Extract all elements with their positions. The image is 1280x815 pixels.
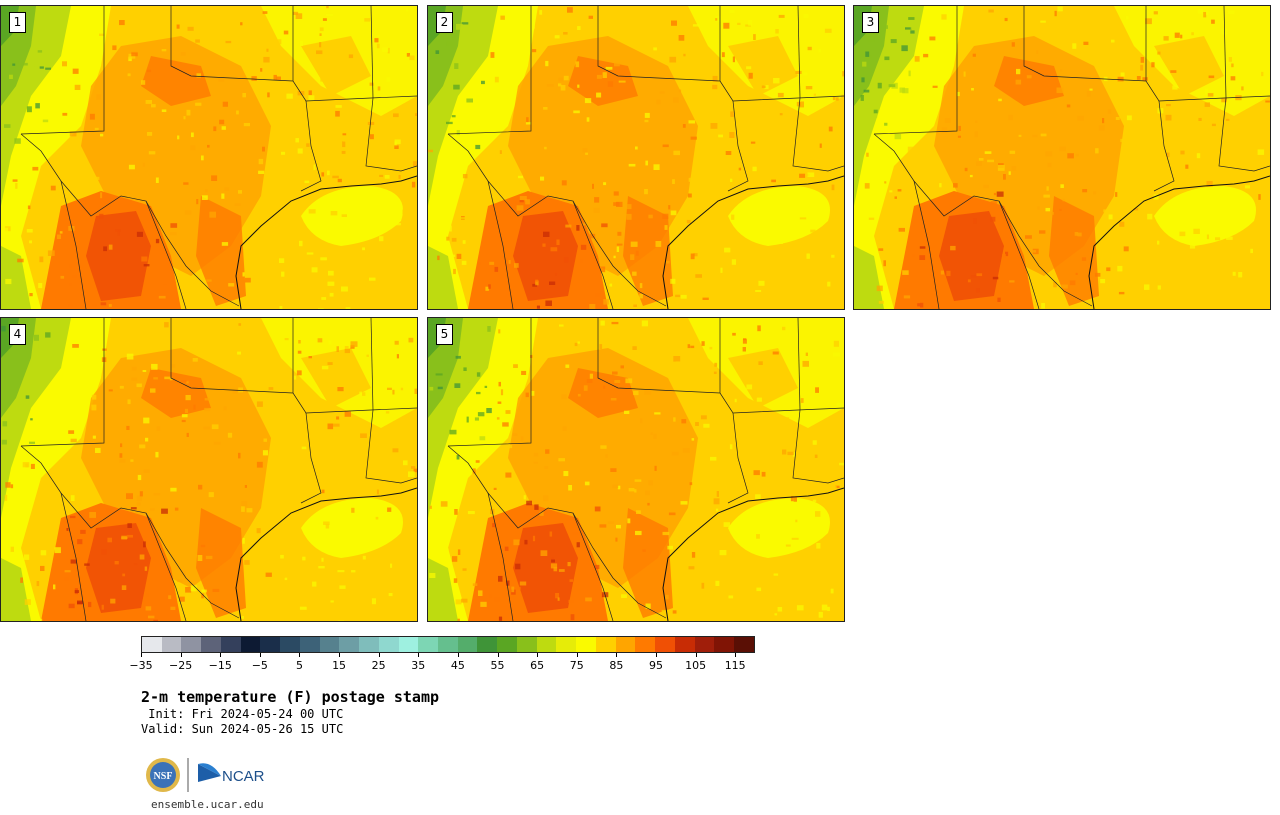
colorbar-swatch [615, 637, 636, 652]
colorbar-tick-label: −5 [251, 659, 268, 672]
init-time: Init: Fri 2024-05-24 00 UTC [141, 707, 344, 721]
colorbar-swatch [240, 637, 261, 652]
site-url: ensemble.ucar.edu [151, 798, 264, 811]
colorbar-tick-label: 45 [450, 659, 465, 672]
colorbar-swatch [339, 637, 360, 652]
colorbar-tick [299, 653, 301, 657]
colorbar-tick [616, 653, 618, 657]
member-panel-3: 3 [853, 5, 1271, 310]
colorbar-tick-label: 115 [724, 659, 746, 672]
colorbar-tick [259, 653, 261, 657]
colorbar-tick [220, 653, 222, 657]
colorbar-swatch [260, 637, 281, 652]
colorbar-swatch [438, 637, 458, 652]
colorbar-tick [141, 653, 142, 657]
colorbar-swatch [220, 637, 241, 652]
colorbar [141, 636, 755, 653]
colorbar-tick-label: 15 [332, 659, 347, 672]
member-panel-5: 5 [427, 317, 845, 622]
member-panel-1: 1 [0, 5, 418, 310]
colorbar-tick-label: −35 [129, 659, 153, 672]
logos: NSF NCAR [145, 756, 275, 794]
colorbar-tick-label: 95 [648, 659, 663, 672]
colorbar-tick-label: 5 [295, 659, 303, 672]
colorbar-swatch [556, 637, 577, 652]
colorbar-swatch [418, 637, 439, 652]
nsf-logo-text: NSF [154, 771, 173, 782]
colorbar-swatch [655, 637, 675, 652]
colorbar-tick-label: −25 [169, 659, 193, 672]
colorbar-tick-label: 75 [569, 659, 584, 672]
colorbar-tick [418, 653, 420, 657]
nsf-logo-icon: NSF [146, 758, 180, 792]
ncar-logo-text: NCAR [222, 768, 265, 785]
member-number-label: 2 [436, 12, 453, 33]
member-number-label: 4 [9, 324, 26, 345]
colorbar-tick [655, 653, 657, 657]
colorbar-tick-label: −15 [208, 659, 232, 672]
colorbar-tick-label: 105 [685, 659, 707, 672]
colorbar-swatch [142, 637, 162, 652]
colorbar-swatch [201, 637, 221, 652]
colorbar-swatch [299, 637, 320, 652]
member-panel-2: 2 [427, 5, 845, 310]
colorbar-swatch [477, 637, 498, 652]
colorbar-swatch [714, 637, 735, 652]
colorbar-tick [378, 653, 380, 657]
colorbar-swatch [280, 637, 300, 652]
colorbar-swatch [497, 637, 517, 652]
colorbar-swatch [398, 637, 419, 652]
colorbar-swatch [319, 637, 340, 652]
colorbar-ticks: −35 −25 −15 −5 5 15 25 35 45 55 65 75 85 95 105 115 [129, 653, 755, 673]
temperature-map [428, 318, 844, 621]
valid-time: Valid: Sun 2024-05-26 15 UTC [141, 722, 344, 736]
temperature-map [428, 6, 844, 309]
temperature-map [1, 6, 417, 309]
colorbar-swatch [378, 637, 399, 652]
colorbar-tick [339, 653, 341, 657]
member-panel-4: 4 [0, 317, 418, 622]
colorbar-tick [695, 653, 697, 657]
colorbar-swatch [674, 637, 695, 652]
colorbar-tick [537, 653, 539, 657]
colorbar-swatch [734, 637, 754, 652]
chart-title: 2-m temperature (F) postage stamp [141, 688, 440, 706]
temperature-map [1, 318, 417, 621]
colorbar-swatch [516, 637, 537, 652]
temperature-map [854, 6, 1270, 309]
colorbar-swatch [161, 637, 182, 652]
colorbar-swatch [694, 637, 715, 652]
colorbar-tick [576, 653, 578, 657]
colorbar-swatch [457, 637, 478, 652]
colorbar-swatch [595, 637, 616, 652]
colorbar-swatch [536, 637, 557, 652]
colorbar-tick [457, 653, 459, 657]
member-number-label: 5 [436, 324, 453, 345]
colorbar-swatch [635, 637, 656, 652]
colorbar-tick [497, 653, 499, 657]
ncar-logo-icon: NCAR [198, 763, 265, 785]
colorbar-tick-label: 25 [371, 659, 386, 672]
colorbar-tick-label: 35 [411, 659, 426, 672]
colorbar-tick [735, 653, 737, 657]
colorbar-tick-label: 65 [530, 659, 545, 672]
colorbar-swatch [359, 637, 379, 652]
colorbar-swatch [181, 637, 202, 652]
colorbar-tick-label: 55 [490, 659, 505, 672]
colorbar-tick-label: 85 [609, 659, 624, 672]
member-number-label: 3 [862, 12, 879, 33]
colorbar-swatch [576, 637, 596, 652]
member-number-label: 1 [9, 12, 26, 33]
colorbar-tick [180, 653, 182, 657]
